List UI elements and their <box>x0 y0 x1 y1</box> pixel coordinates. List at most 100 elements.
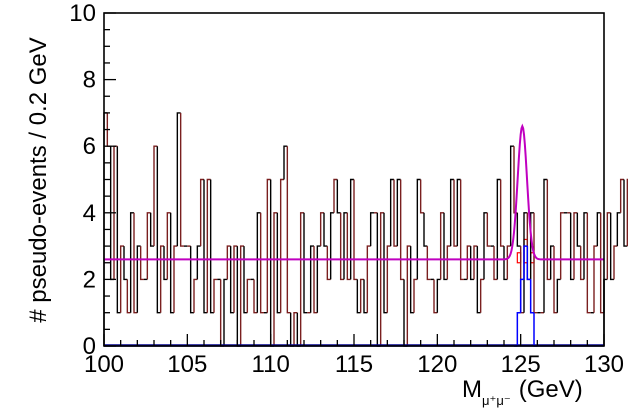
data-bin <box>343 212 348 280</box>
data-bin <box>116 146 121 314</box>
data-bin <box>483 212 488 280</box>
x-tick-label: 130 <box>584 351 624 378</box>
x-tick-label: 110 <box>252 351 290 378</box>
data-bin <box>209 179 214 314</box>
data-bin <box>383 212 388 314</box>
data-bin <box>599 212 604 314</box>
data-bin <box>279 178 284 313</box>
data-bin <box>556 278 561 313</box>
data-bin <box>166 212 171 280</box>
y-tick-label: 4 <box>83 200 96 227</box>
data-bin <box>436 278 441 313</box>
data-bin <box>619 178 624 213</box>
data-bin <box>233 245 238 313</box>
data-bin <box>353 179 358 281</box>
data-bin <box>146 212 151 280</box>
data-bin <box>446 245 451 280</box>
signal-bin <box>529 279 534 314</box>
data-bin <box>363 279 368 314</box>
signal-bin <box>516 311 521 346</box>
data-bin <box>409 246 414 314</box>
data-bin <box>473 245 478 280</box>
data-bin <box>276 212 281 314</box>
data-bin <box>319 212 324 247</box>
data-bin <box>576 212 581 247</box>
data-bin <box>133 212 138 314</box>
data-bin <box>243 246 248 314</box>
data-bin <box>173 245 178 313</box>
data-bin <box>153 145 158 247</box>
data-bin <box>553 246 558 314</box>
data-bin <box>119 245 124 313</box>
data-bin <box>573 212 578 280</box>
x-tick-label: 125 <box>501 351 541 378</box>
data-bin <box>123 246 128 281</box>
x-tick-label: 100 <box>84 351 124 378</box>
data-bin <box>503 246 508 281</box>
data-bin <box>486 212 491 247</box>
data-bin <box>256 212 261 313</box>
data-bin <box>459 179 464 281</box>
data-bin <box>586 212 591 314</box>
data-bin <box>413 278 418 313</box>
data-bin <box>253 279 258 314</box>
data-bin <box>453 179 458 247</box>
data-bin <box>229 246 234 314</box>
x-axis-label-unit: (GeV) <box>519 376 583 403</box>
data-bin <box>559 212 564 280</box>
data-bin <box>496 178 501 280</box>
data-bin <box>386 245 391 313</box>
fit-curve-layer <box>104 123 604 261</box>
data-bin <box>259 212 264 314</box>
data-bin <box>476 246 481 314</box>
data-bin <box>529 212 534 280</box>
data-bin <box>313 246 318 314</box>
data-bin <box>226 245 231 280</box>
data-bin <box>509 145 514 247</box>
data-bin <box>506 245 511 280</box>
data-bin <box>346 212 351 281</box>
data-bin <box>456 178 461 247</box>
y-tick-label: 6 <box>83 133 96 160</box>
data-bin <box>543 178 548 313</box>
data-bin <box>129 212 134 313</box>
axes-layer: 100 105 110 115 120 125 130 0 2 4 6 8 10 <box>69 0 624 378</box>
y-tick-label: 8 <box>83 67 96 94</box>
data-bin <box>156 146 161 314</box>
data-bin <box>139 246 144 281</box>
data-bin <box>359 278 364 313</box>
data-bin <box>606 212 611 280</box>
data-bin <box>396 178 401 247</box>
data-bin <box>499 179 504 247</box>
data-bin <box>283 145 288 180</box>
data-bin <box>399 179 404 281</box>
data-bin <box>339 212 344 281</box>
data-bin <box>169 212 174 314</box>
x-tick-label: 120 <box>417 351 457 378</box>
data-bin <box>583 212 588 280</box>
signal-bin <box>523 245 528 280</box>
data-bin <box>326 246 331 281</box>
data-bin <box>203 179 208 314</box>
data-bin <box>466 245 471 280</box>
data-bin <box>299 212 304 346</box>
data-histogram-layer <box>103 112 628 347</box>
data-bin <box>613 245 618 280</box>
x-tick-label: 115 <box>335 351 373 378</box>
data-bin <box>349 178 354 280</box>
signal-bin <box>526 246 531 281</box>
data-bin <box>189 246 194 314</box>
data-bin <box>213 278 218 313</box>
data-bin <box>176 112 181 247</box>
data-bin <box>356 279 361 314</box>
data-bin <box>179 112 184 247</box>
data-bin <box>163 246 168 281</box>
data-bin <box>416 178 421 280</box>
data-bin <box>549 245 554 280</box>
data-bin <box>469 246 474 281</box>
x-axis-label-subscript: μ⁺μ⁻ <box>482 393 511 408</box>
data-bin <box>406 245 411 346</box>
data-bin <box>579 246 584 281</box>
data-bin <box>419 179 424 214</box>
